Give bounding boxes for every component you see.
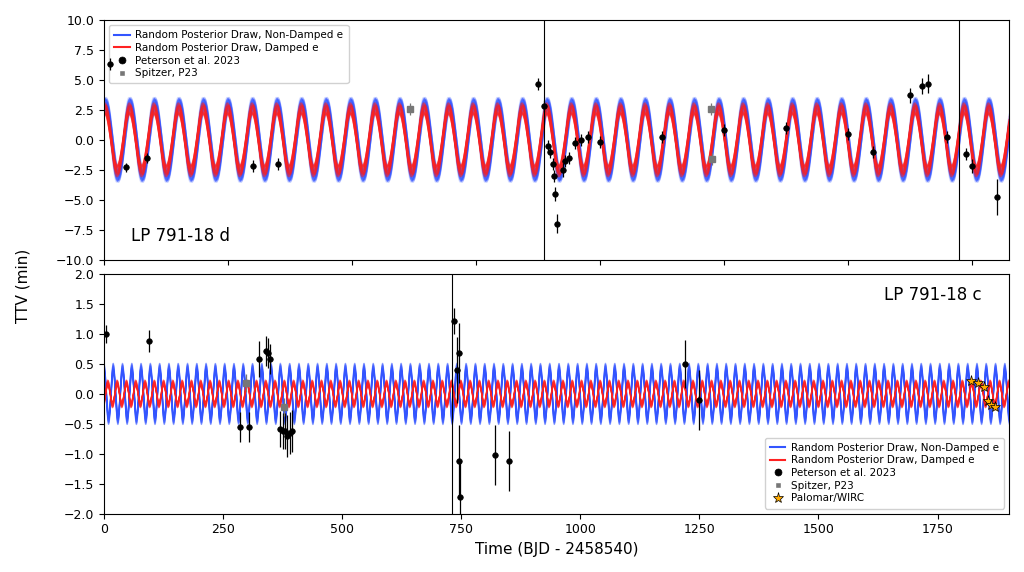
Legend: Random Posterior Draw, Non-Damped e, Random Posterior Draw, Damped e, Peterson e: Random Posterior Draw, Non-Damped e, Ran… <box>765 438 1004 509</box>
Text: TTV (min): TTV (min) <box>15 249 31 323</box>
Text: LP 791-18 c: LP 791-18 c <box>885 286 982 304</box>
Legend: Random Posterior Draw, Non-Damped e, Random Posterior Draw, Damped e, Peterson e: Random Posterior Draw, Non-Damped e, Ran… <box>110 25 348 84</box>
Text: LP 791-18 d: LP 791-18 d <box>131 227 230 245</box>
X-axis label: Time (BJD - 2458540): Time (BJD - 2458540) <box>475 542 638 557</box>
